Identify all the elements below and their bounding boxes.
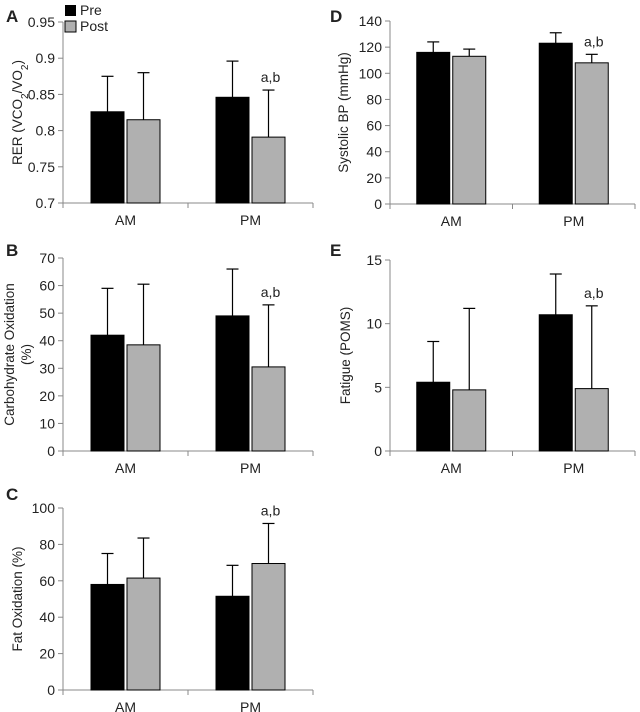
y-tick-label: 60 bbox=[39, 573, 55, 589]
bar-pre bbox=[538, 42, 573, 205]
chart-panel-b: B 0 10 20 30 40 50 60 70 AM PM Carbohydrate Oxidati… bbox=[2, 241, 314, 476]
y-tick-label: 20 bbox=[39, 388, 55, 404]
y-tick-label: 5 bbox=[374, 379, 382, 395]
bar-post bbox=[574, 62, 609, 205]
annotation-label: a,b bbox=[584, 33, 604, 49]
y-tick-label: 140 bbox=[359, 13, 383, 29]
y-axis-title: Fat Oxidation (%) bbox=[10, 546, 25, 651]
bar-pre bbox=[90, 334, 125, 452]
x-tick-label: PM bbox=[563, 213, 584, 229]
y-tick-label: 15 bbox=[366, 252, 382, 268]
bar-pre bbox=[215, 315, 250, 452]
y-axis-title-part: ) bbox=[10, 60, 25, 65]
x-tick-label: AM bbox=[115, 460, 136, 476]
panel-letter: C bbox=[6, 485, 18, 504]
y-tick-label: 10 bbox=[39, 415, 55, 431]
y-axis-title: Systolic BP (mmHg) bbox=[336, 52, 351, 173]
legend: Pre Post bbox=[64, 2, 108, 34]
bar-post bbox=[251, 563, 286, 691]
x-tick-label: PM bbox=[563, 460, 584, 476]
y-axis-title: Carbohydrate Oxidation bbox=[2, 283, 17, 426]
x-tick-label: AM bbox=[441, 460, 462, 476]
bar-post bbox=[251, 136, 286, 204]
y-axis-title-part: 2 bbox=[20, 93, 31, 99]
bar-pre bbox=[90, 111, 125, 204]
y-tick-label: 0 bbox=[47, 443, 55, 459]
panel-letter: E bbox=[330, 241, 341, 260]
y-tick-label: 0 bbox=[374, 443, 382, 459]
bar-pre bbox=[215, 595, 250, 691]
chart-panel-e: E 0 5 10 15 AM PM Fatigue (POMS) a,b bbox=[330, 241, 636, 476]
panel-letter: B bbox=[6, 241, 18, 260]
bar-pre bbox=[90, 583, 125, 691]
annotation-label: a,b bbox=[261, 284, 281, 300]
y-tick-label: 40 bbox=[366, 144, 382, 160]
annotation-label: a,b bbox=[261, 69, 281, 85]
bar-post bbox=[251, 366, 286, 452]
y-tick-label: 50 bbox=[39, 305, 55, 321]
bar-pre bbox=[416, 381, 451, 452]
y-tick-label: 100 bbox=[359, 65, 383, 81]
legend-swatch-post bbox=[64, 20, 77, 33]
y-axis-title-part: 2 bbox=[20, 64, 31, 70]
y-tick-label: 100 bbox=[32, 500, 56, 516]
x-tick-label: AM bbox=[115, 212, 136, 228]
x-tick-label: AM bbox=[115, 699, 136, 712]
x-tick-label: AM bbox=[441, 213, 462, 229]
y-axis-title: Fatigue (POMS) bbox=[338, 307, 353, 405]
panel-letter: A bbox=[6, 7, 18, 26]
y-axis-title: (%) bbox=[19, 344, 34, 365]
bar-post bbox=[452, 55, 487, 205]
y-tick-label: 20 bbox=[366, 170, 382, 186]
bar-post bbox=[126, 119, 161, 204]
y-tick-label: 10 bbox=[366, 316, 382, 332]
bar-pre bbox=[538, 314, 573, 452]
y-axis-title-part: RER (VCO bbox=[10, 99, 25, 165]
y-tick-label: 0.8 bbox=[36, 123, 56, 139]
y-axis-title-part: /VO bbox=[10, 70, 25, 93]
annotation-label: a,b bbox=[584, 285, 604, 301]
y-tick-label: 0.7 bbox=[36, 195, 56, 211]
y-tick-label: 30 bbox=[39, 360, 55, 376]
legend-label-post: Post bbox=[80, 18, 108, 34]
bar-post bbox=[574, 388, 609, 452]
y-tick-label: 40 bbox=[39, 609, 55, 625]
bar-pre bbox=[215, 96, 250, 204]
chart-panel-d: D 0 20 40 60 80 100 120 140 AM PM Systolic BP (mmHg… bbox=[330, 7, 636, 229]
panel-letter: D bbox=[330, 7, 342, 26]
x-tick-label: PM bbox=[240, 699, 261, 712]
y-tick-label: 80 bbox=[366, 91, 382, 107]
y-tick-label: 60 bbox=[39, 278, 55, 294]
y-tick-label: 20 bbox=[39, 646, 55, 662]
y-tick-label: 70 bbox=[39, 250, 55, 266]
bar-post bbox=[452, 389, 487, 452]
x-tick-label: PM bbox=[240, 460, 261, 476]
y-tick-label: 40 bbox=[39, 333, 55, 349]
legend-swatch-pre bbox=[65, 5, 76, 16]
y-tick-label: 0.85 bbox=[28, 86, 55, 102]
chart-panel-c: C 0 20 40 60 80 100 AM PM Fat Oxidation (%) a,b bbox=[6, 485, 314, 712]
y-tick-label: 80 bbox=[39, 536, 55, 552]
y-tick-label: 0 bbox=[47, 682, 55, 698]
bar-pre bbox=[416, 51, 451, 205]
annotation-label: a,b bbox=[261, 502, 281, 518]
y-tick-label: 120 bbox=[359, 39, 383, 55]
y-tick-label: 0.95 bbox=[28, 14, 55, 30]
y-axis-title: RER (VCO2/VO2) bbox=[10, 60, 31, 165]
x-tick-label: PM bbox=[240, 212, 261, 228]
legend-label-pre: Pre bbox=[80, 2, 102, 18]
y-tick-label: 60 bbox=[366, 118, 382, 134]
bar-post bbox=[126, 577, 161, 691]
y-tick-label: 0.75 bbox=[28, 159, 55, 175]
y-tick-label: 0 bbox=[374, 196, 382, 212]
y-tick-label: 0.9 bbox=[36, 50, 56, 66]
bar-post bbox=[126, 344, 161, 452]
